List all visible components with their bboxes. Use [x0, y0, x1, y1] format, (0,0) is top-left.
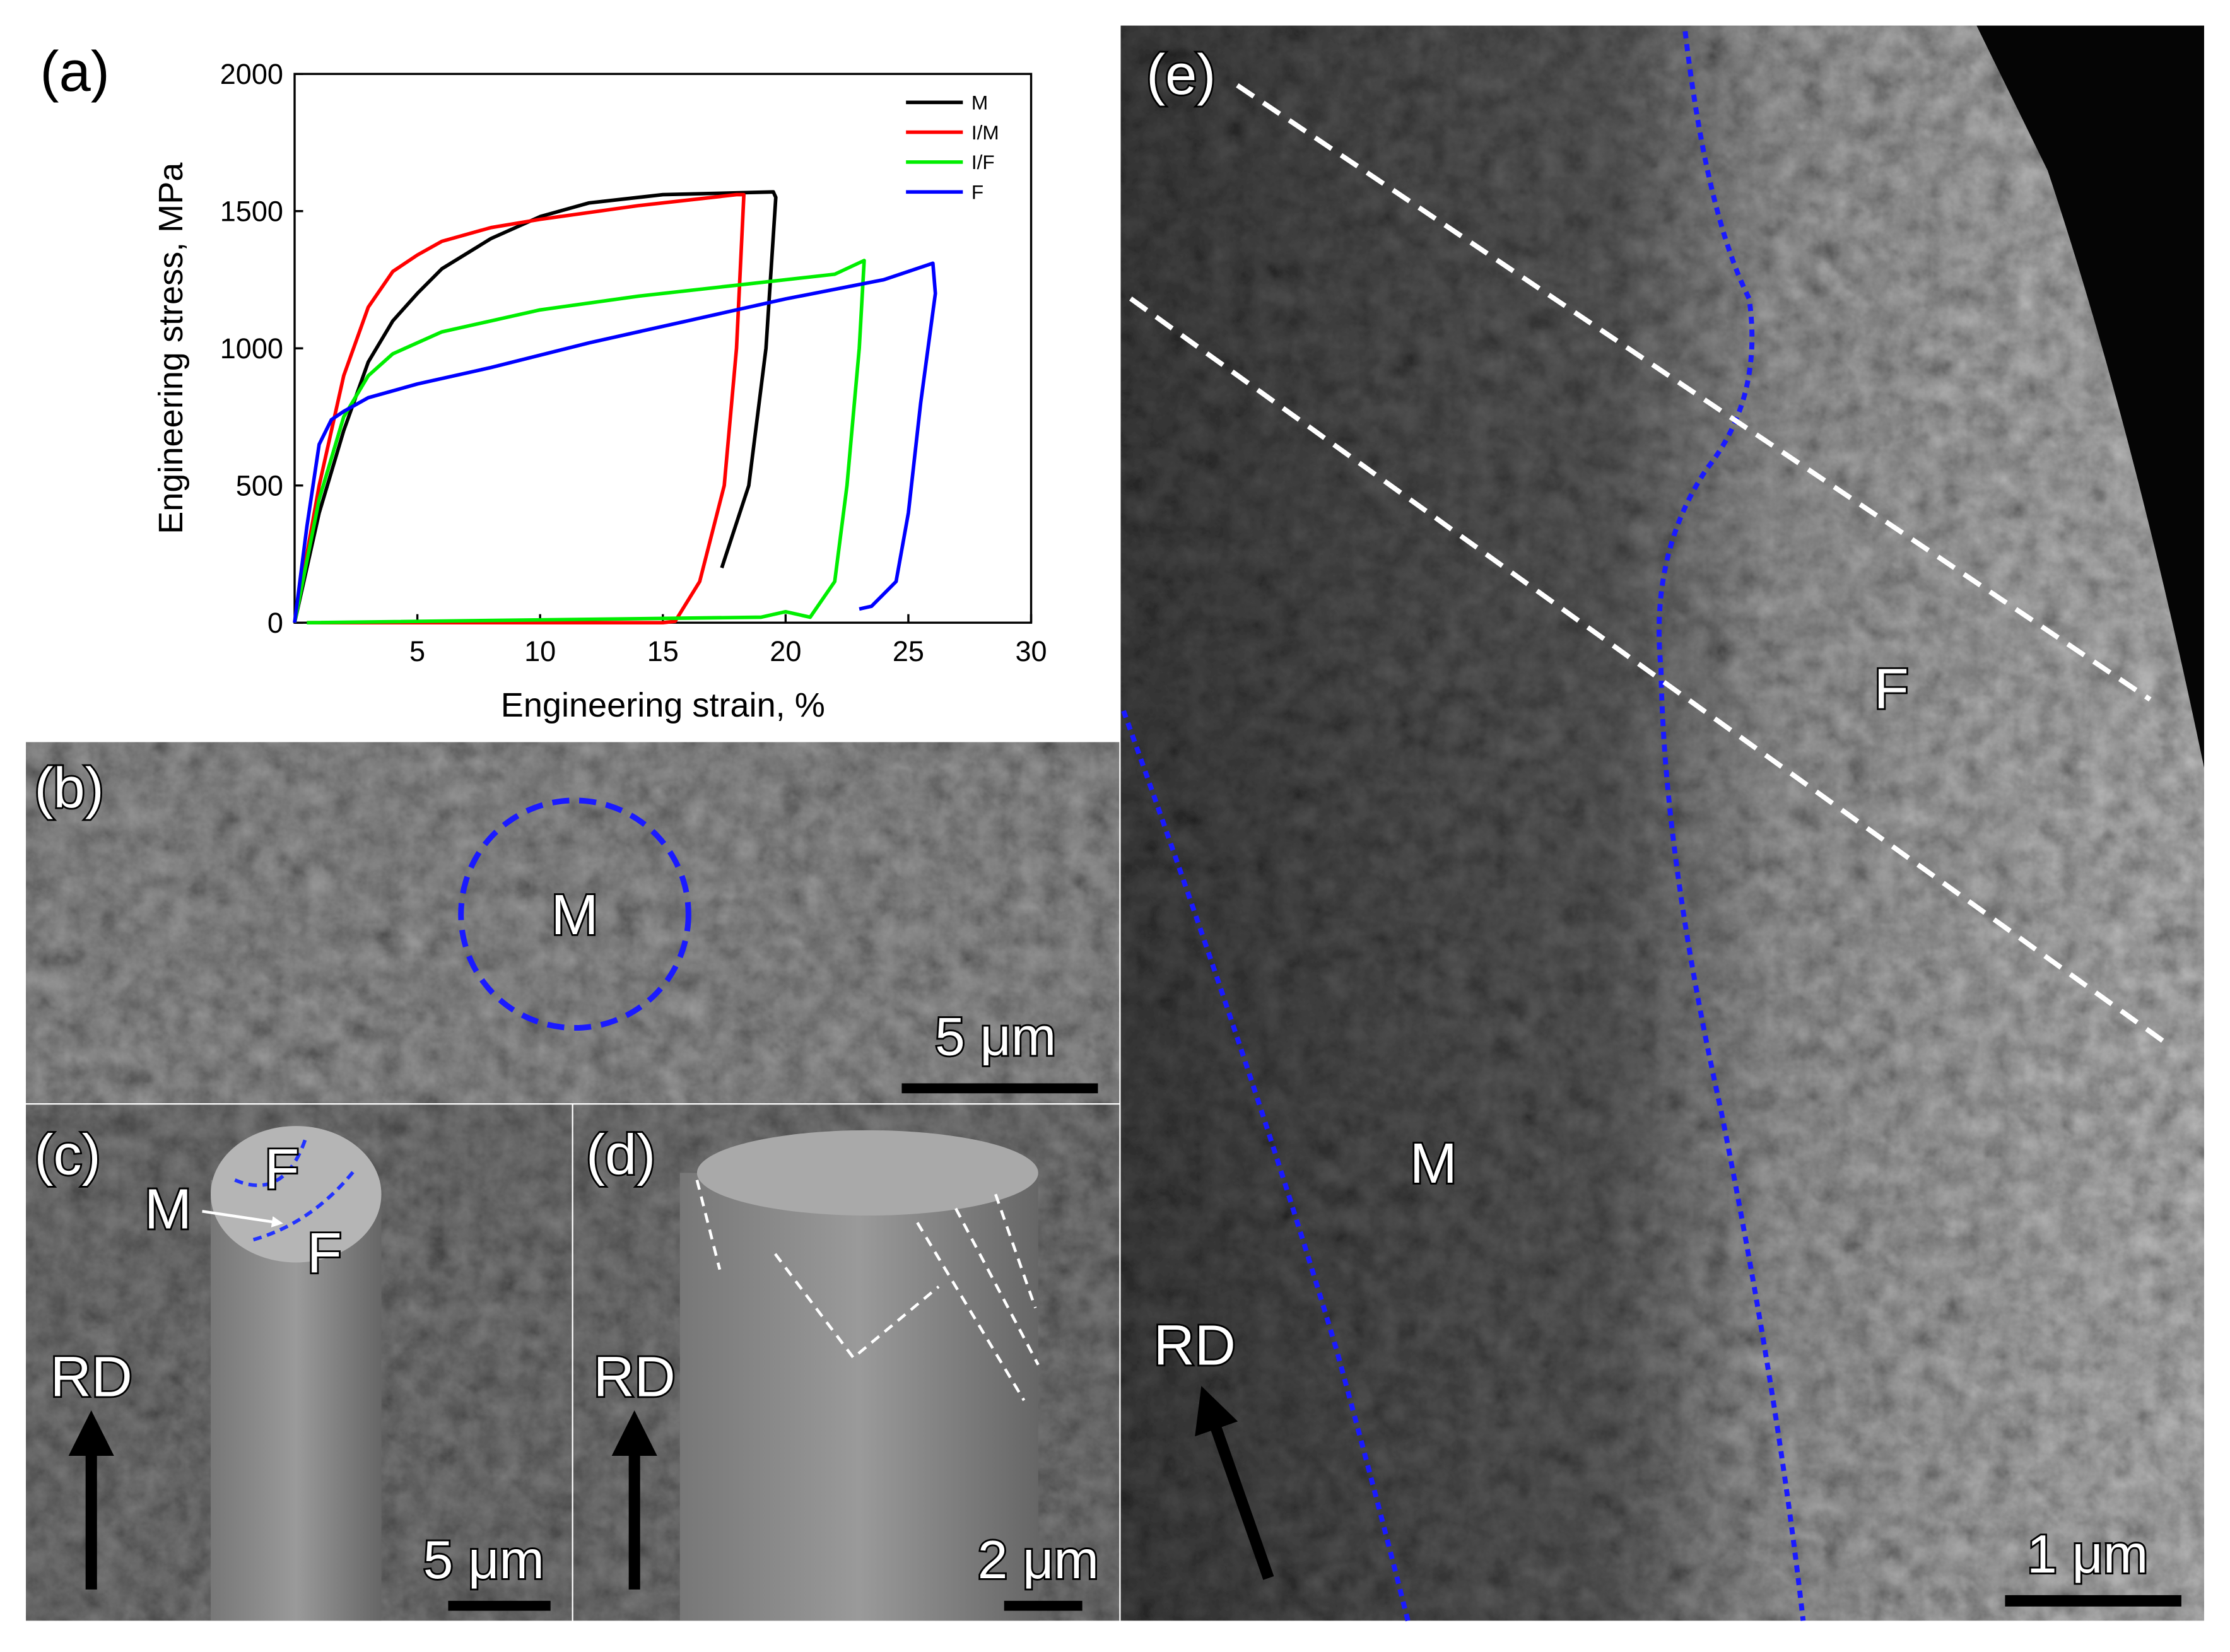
- panel-e: (e) F M RD 1 μm: [1120, 25, 2204, 1622]
- y-axis-label: Engineering stress, MPa: [152, 162, 190, 534]
- scale-bar: [448, 1600, 551, 1611]
- region-label: F: [307, 1221, 342, 1285]
- scale-bar-label: 2 μm: [978, 1530, 1099, 1590]
- data-line: [293, 261, 937, 623]
- data-line: [293, 259, 866, 625]
- scale-bar: [2005, 1595, 2181, 1607]
- panel-label: (a): [40, 40, 110, 103]
- panel-b: (b) M 5 μm: [26, 742, 1120, 1104]
- scale-bar-label: 5 μm: [935, 1006, 1056, 1067]
- region-label: F: [1874, 657, 1909, 720]
- data-line: [293, 190, 778, 623]
- y-tick-label: 2000: [220, 58, 283, 90]
- x-tick-label: 15: [647, 635, 679, 667]
- x-tick-label: 30: [1015, 635, 1047, 667]
- data-line: [293, 192, 746, 625]
- panel-d: (d) RD 2 μm: [573, 1104, 1120, 1621]
- direction-label: RD: [594, 1345, 676, 1409]
- region-label: M: [551, 883, 598, 947]
- panel-a: (a) Engineering strain, % Engineering st…: [40, 40, 1047, 724]
- y-tick-label: 1000: [220, 332, 283, 365]
- slip-trace: [1129, 296, 2170, 1047]
- circle-marker: [458, 797, 691, 1031]
- scale-bar: [901, 1083, 1098, 1094]
- slip-line: [695, 1180, 1040, 1402]
- direction-label: RD: [50, 1345, 132, 1409]
- y-tick-label: 500: [236, 469, 283, 501]
- scale-bar-label: 5 μm: [423, 1530, 544, 1590]
- arrow: [202, 1210, 283, 1227]
- legend-label: I/M: [971, 121, 999, 144]
- boundary-line: [1121, 710, 1411, 1622]
- direction-arrow: [1195, 1386, 1274, 1580]
- scale-bar: [1004, 1600, 1083, 1611]
- x-tick-label: 10: [524, 635, 556, 667]
- panel-label: (e): [1146, 43, 1216, 107]
- legend-label: F: [971, 181, 983, 204]
- region-label: M: [144, 1177, 192, 1241]
- panel-label: (c): [35, 1123, 101, 1187]
- boundary-line: [234, 1137, 358, 1242]
- x-tick-label: 25: [893, 635, 924, 667]
- panel-c: (c) F M F RD 5 μm: [26, 1104, 572, 1621]
- panel-label: (b): [35, 756, 104, 820]
- slip-trace: [1236, 83, 2152, 702]
- dark-region: [1976, 25, 2204, 768]
- pillar-top: [696, 1130, 1038, 1216]
- legend-label: M: [971, 91, 988, 114]
- scale-bar-label: 1 μm: [2027, 1524, 2148, 1585]
- pillar: [679, 1173, 1038, 1621]
- direction-label: RD: [1154, 1314, 1236, 1378]
- boundary-line: [1657, 31, 1806, 1621]
- micrograph-e: [1120, 25, 2204, 1621]
- micrograph-b: [26, 742, 1120, 1104]
- x-axis-label: Engineering strain, %: [501, 686, 825, 724]
- y-tick-label: 0: [267, 607, 283, 639]
- y-tick-label: 1500: [220, 195, 283, 227]
- panel-label: (d): [586, 1123, 655, 1187]
- region-label: F: [264, 1137, 299, 1201]
- legend-label: I/F: [971, 151, 995, 173]
- pillar-top: [211, 1126, 382, 1263]
- x-tick-label: 5: [409, 635, 425, 667]
- x-tick-label: 20: [770, 635, 801, 667]
- region-label: M: [1410, 1132, 1457, 1195]
